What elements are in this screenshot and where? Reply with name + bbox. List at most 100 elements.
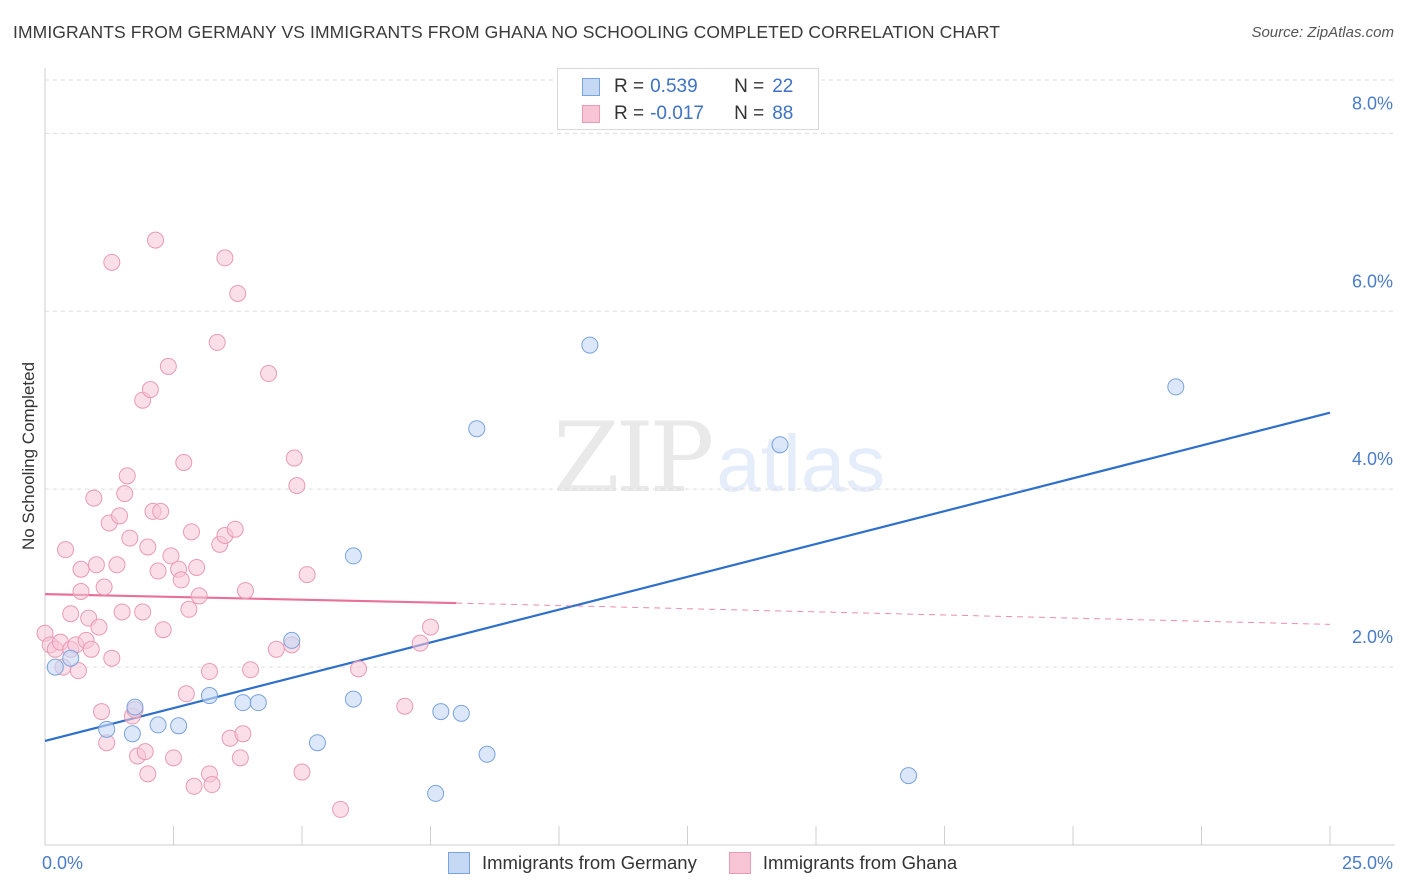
ghana-point bbox=[411, 634, 429, 652]
r-label: R = bbox=[614, 103, 645, 124]
ghana-point bbox=[165, 749, 182, 767]
ghana-point bbox=[236, 582, 254, 600]
chart-title: IMMIGRANTS FROM GERMANY VS IMMIGRANTS FR… bbox=[13, 22, 1001, 42]
germany-point bbox=[468, 420, 486, 438]
ghana-point bbox=[285, 449, 303, 467]
ghana-point bbox=[350, 660, 368, 678]
ghana-point bbox=[121, 529, 139, 547]
ghana-point bbox=[190, 587, 208, 605]
r-value: -0.017 bbox=[650, 103, 704, 124]
ghana-point bbox=[159, 357, 177, 375]
ghana-point bbox=[90, 618, 108, 636]
germany-point bbox=[478, 745, 496, 763]
germany-point bbox=[126, 698, 144, 716]
ghana-point bbox=[95, 578, 113, 596]
germany-point bbox=[170, 717, 188, 735]
ghana-trend-extension bbox=[456, 602, 1331, 625]
ghana-point bbox=[152, 502, 170, 520]
ghana-point bbox=[85, 489, 103, 507]
trend-lines bbox=[44, 411, 1331, 742]
r-value: 0.539 bbox=[650, 76, 698, 97]
germany-point bbox=[771, 436, 789, 454]
ghana-trend-line bbox=[44, 593, 457, 605]
ghana-point bbox=[72, 582, 90, 600]
ghana-point bbox=[134, 603, 152, 621]
x-tick-label: 0.0% bbox=[42, 853, 83, 873]
ghana-point bbox=[234, 725, 252, 743]
ghana-point bbox=[293, 763, 311, 781]
legend-item-ghana: Immigrants from Ghana bbox=[728, 852, 958, 874]
ghana-swatch bbox=[582, 105, 600, 123]
ghana-point bbox=[87, 556, 105, 574]
source-credit: Source: ZipAtlas.com bbox=[1251, 24, 1394, 41]
germany-swatch bbox=[582, 78, 600, 96]
germany-points bbox=[46, 336, 1185, 802]
ghana-points bbox=[36, 231, 439, 818]
germany-point bbox=[900, 767, 918, 785]
ghana-point bbox=[231, 749, 249, 767]
ghana-point bbox=[200, 663, 218, 681]
y-tick-label: 4.0% bbox=[1352, 449, 1393, 469]
y-tick-label: 2.0% bbox=[1352, 627, 1393, 647]
ghana-point bbox=[103, 253, 121, 271]
ghana-point bbox=[69, 662, 87, 680]
ghana-point bbox=[203, 776, 221, 794]
legend-row-germany: R = 0.539 N = 22 bbox=[582, 75, 793, 99]
germany-trend-line bbox=[44, 411, 1331, 742]
ghana-point bbox=[141, 381, 159, 399]
germany-point bbox=[200, 687, 218, 705]
germany-point bbox=[427, 784, 445, 802]
ghana-point bbox=[182, 523, 200, 541]
ghana-point bbox=[136, 743, 154, 761]
ghana-point bbox=[118, 467, 136, 485]
legend-label-ghana: Immigrants from Ghana bbox=[762, 852, 958, 873]
germany-point bbox=[123, 725, 141, 743]
ghana-point bbox=[93, 703, 111, 721]
ghana-point bbox=[229, 284, 247, 302]
ghana-point bbox=[267, 640, 285, 658]
ghana-point bbox=[185, 777, 203, 795]
axes bbox=[44, 68, 1395, 846]
correlation-legend: R = 0.539 N = 22 R = -0.017 N = 88 bbox=[557, 68, 819, 130]
ghana-point bbox=[154, 621, 172, 639]
ghana-point bbox=[422, 618, 439, 636]
n-value: 22 bbox=[772, 76, 794, 97]
y-tick-label: 8.0% bbox=[1352, 93, 1393, 113]
ghana-point bbox=[180, 600, 198, 618]
grid-lines bbox=[45, 79, 1395, 668]
ghana-point bbox=[396, 697, 414, 715]
ghana-point bbox=[288, 477, 306, 495]
n-label: N = bbox=[734, 76, 765, 97]
ghana-point bbox=[57, 541, 75, 559]
series-legend: Immigrants from Germany Immigrants from … bbox=[448, 852, 989, 874]
germany-point bbox=[234, 694, 252, 712]
germany-point bbox=[249, 694, 267, 712]
germany-point bbox=[308, 734, 326, 752]
ghana-point bbox=[108, 556, 126, 574]
ghana-point bbox=[72, 560, 90, 578]
ghana-point bbox=[208, 333, 226, 351]
ghana-point bbox=[103, 649, 121, 667]
ghana-point bbox=[242, 661, 260, 679]
x-tick-label: 25.0% bbox=[1342, 853, 1393, 873]
ghana-point bbox=[139, 538, 157, 556]
ghana-point bbox=[116, 485, 134, 503]
ghana-point bbox=[113, 603, 131, 621]
germany-point bbox=[344, 547, 362, 565]
legend-row-ghana: R = -0.017 N = 88 bbox=[582, 102, 793, 126]
ghana-point bbox=[216, 249, 234, 267]
ghana-point bbox=[162, 547, 180, 565]
legend-label-germany: Immigrants from Germany bbox=[482, 852, 697, 873]
germany-point bbox=[344, 690, 362, 708]
germany-point bbox=[581, 336, 599, 354]
ghana-point bbox=[62, 605, 80, 623]
germany-point bbox=[1167, 378, 1185, 396]
germany-point bbox=[283, 631, 301, 649]
ghana-point bbox=[111, 507, 129, 525]
r-label: R = bbox=[614, 76, 645, 97]
germany-point bbox=[46, 658, 64, 676]
ghana-point bbox=[298, 566, 316, 584]
tick-labels: 2.0% 4.0% 6.0% 8.0% 0.0% 25.0% bbox=[42, 93, 1393, 873]
y-tick-label: 6.0% bbox=[1352, 271, 1393, 291]
